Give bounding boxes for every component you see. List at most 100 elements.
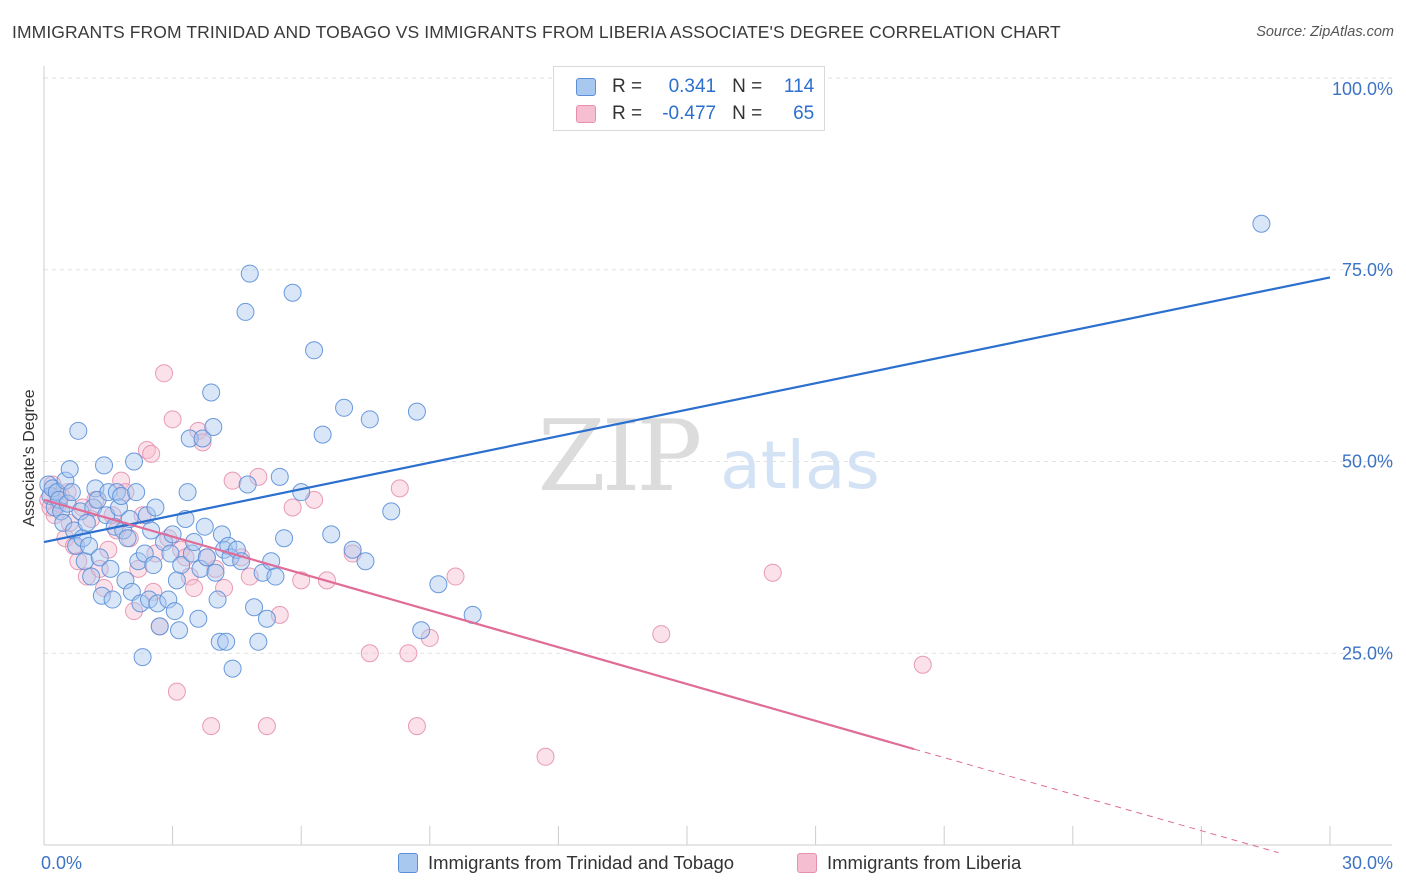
bottom-legend-label: Immigrants from Trinidad and Tobago [428, 852, 735, 873]
trinidad-point [292, 483, 311, 502]
trinidad-point [240, 264, 259, 283]
legend-swatch-pink [576, 105, 596, 123]
liberia-trend-line-extension [914, 748, 1279, 854]
liberia-point [390, 479, 409, 498]
liberia-point [202, 717, 221, 736]
trinidad-point [90, 548, 109, 567]
legend-r-label: R = [612, 103, 643, 124]
liberia-point [652, 625, 671, 644]
liberia-point [763, 563, 782, 582]
liberia-point [292, 571, 311, 590]
trinidad-point [204, 417, 223, 436]
trinidad-point [112, 487, 131, 506]
trinidad-point [180, 429, 199, 448]
trinidad-points [39, 214, 1271, 678]
liberia-point [155, 364, 174, 383]
trinidad-point [148, 594, 167, 613]
bottom-legend: Immigrants from Trinidad and Tobago Immi… [0, 852, 1406, 878]
x-tick-label: 30.0% [1342, 853, 1393, 873]
trinidad-point [118, 529, 137, 548]
bottom-legend-liberia: Immigrants from Liberia [797, 852, 1021, 874]
trinidad-point [80, 536, 99, 555]
trinidad-point [88, 490, 107, 509]
liberia-point [142, 444, 161, 463]
legend-row-liberia: R = -0.477 N = 65 [576, 102, 814, 126]
trinidad-point [101, 559, 120, 578]
trinidad-point [305, 341, 324, 360]
y-tick-label: 100.0% [1332, 79, 1393, 99]
trinidad-point [69, 421, 88, 440]
trinidad-point [1252, 214, 1271, 233]
liberia-point [399, 644, 418, 663]
trinidad-point [343, 540, 362, 559]
trinidad-point [212, 525, 231, 544]
trinidad-point [60, 460, 79, 479]
liberia-point [913, 655, 932, 674]
trinidad-point [313, 425, 332, 444]
trinidad-point [133, 648, 152, 667]
trinidad-point [429, 575, 448, 594]
tick-labels: 100.0% 75.0% 50.0% 25.0% 0.0% 30.0% [41, 79, 1393, 873]
trinidad-point [270, 467, 289, 486]
trinidad-point [95, 456, 114, 475]
legend-n-label: N = [732, 76, 763, 97]
trinidad-point [245, 598, 264, 617]
trinidad-point [249, 632, 268, 651]
legend-r-value: 0.341 [668, 76, 717, 97]
chart-title: IMMIGRANTS FROM TRINIDAD AND TOBAGO VS I… [12, 22, 1061, 42]
trinidad-point [238, 475, 257, 494]
trinidad-point [54, 513, 73, 532]
liberia-point [163, 410, 182, 429]
trinidad-point [140, 590, 159, 609]
trinidad-point [103, 590, 122, 609]
trinidad-point [191, 559, 210, 578]
liberia-point [125, 602, 144, 621]
liberia-point [129, 559, 148, 578]
bottom-legend-swatch-blue [398, 853, 418, 873]
trinidad-point [382, 502, 401, 521]
trinidad-trend-line [43, 276, 1331, 544]
trinidad-point [167, 571, 186, 590]
liberia-point [249, 467, 268, 486]
trinidad-point [206, 563, 225, 582]
trinidad-point [407, 402, 426, 421]
trinidad-point [236, 302, 255, 321]
trinidad-point [275, 529, 294, 548]
y-tick-label: 75.0% [1342, 260, 1393, 280]
trinidad-point [125, 452, 144, 471]
trinidad-point [165, 602, 184, 621]
liberia-point [112, 471, 131, 490]
trinidad-point [144, 556, 163, 575]
trinidad-point [67, 536, 86, 555]
liberia-point [215, 579, 234, 598]
trinidad-point [335, 398, 354, 417]
trinidad-point [129, 552, 148, 571]
trinidad-point [356, 552, 375, 571]
trinidad-point [197, 548, 216, 567]
trinidad-point [77, 513, 96, 532]
trinidad-point [159, 590, 178, 609]
trinidad-point [182, 544, 201, 563]
x-tick-label: 0.0% [41, 853, 82, 873]
y-tick-label: 25.0% [1342, 643, 1393, 663]
trinidad-point [75, 552, 94, 571]
liberia-point [536, 747, 555, 766]
y-tick-label: 50.0% [1342, 452, 1393, 472]
watermark: ZIP atlas [538, 400, 880, 514]
trinidad-point [412, 621, 431, 640]
axes [43, 66, 1392, 846]
trinidad-point [146, 498, 165, 517]
liberia-point [283, 498, 302, 517]
trinidad-point [193, 429, 212, 448]
liberia-point [446, 567, 465, 586]
legend: R = 0.341 N = 114 R = -0.477 N = 65 [553, 66, 825, 131]
legend-n-label: N = [732, 103, 763, 124]
trinidad-point [189, 609, 208, 628]
trinidad-point [92, 586, 111, 605]
liberia-point [69, 552, 88, 571]
trend-lines [43, 276, 1331, 854]
watermark-atlas: atlas [720, 427, 880, 504]
source-label: Source: ZipAtlas.com [1256, 24, 1394, 40]
trinidad-point [219, 536, 238, 555]
